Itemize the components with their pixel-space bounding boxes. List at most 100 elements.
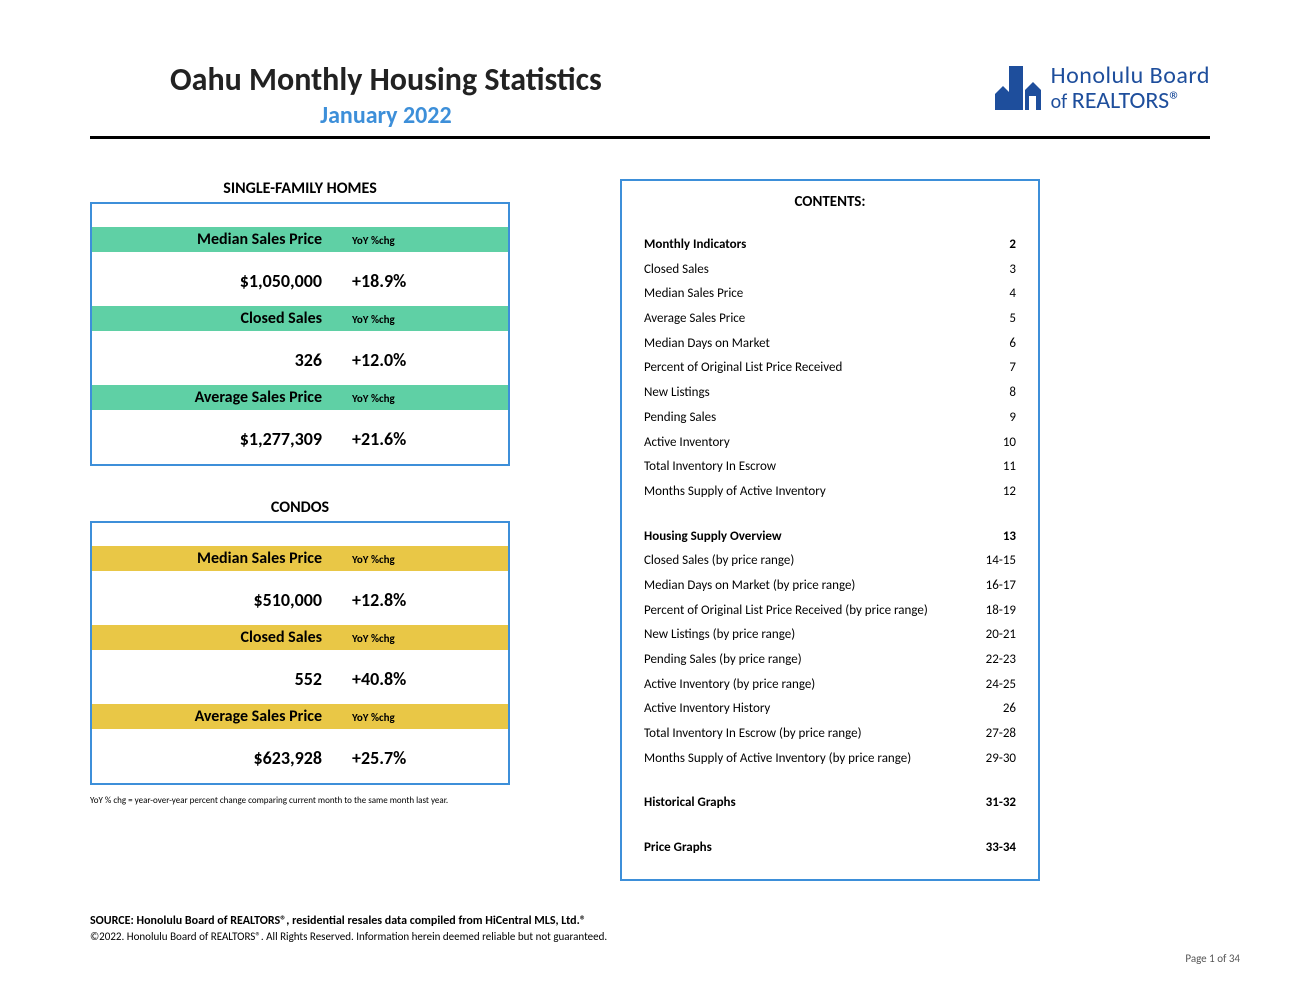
contents-item-page: 7	[1009, 356, 1016, 381]
contents-gap	[644, 505, 1016, 525]
contents-item-page: 20-21	[986, 623, 1016, 648]
contents-item: Median Days on Market (by price range) 16…	[644, 574, 1016, 599]
contents-item: Price Graphs 33-34	[644, 836, 1016, 861]
stat-value: $623,928	[92, 747, 352, 769]
stat-change: +12.0%	[352, 349, 406, 371]
stat-change: +18.9%	[352, 270, 406, 292]
contents-item: Percent of Original List Price Received …	[644, 599, 1016, 624]
stat-label: Median Sales Price	[92, 230, 352, 249]
stat-yoy-label: YoY %chg	[352, 392, 395, 405]
logo-text-top: Honolulu Board	[1051, 63, 1210, 88]
title-block: Oahu Monthly Housing Statistics January …	[90, 60, 602, 130]
contents-item-page: 3	[1009, 258, 1016, 283]
contents-gap	[644, 771, 1016, 791]
contents-item: Total Inventory In Escrow (by price rang…	[644, 722, 1016, 747]
contents-item-label: Median Days on Market (by price range)	[644, 574, 855, 599]
contents-item-label: Closed Sales (by price range)	[644, 549, 794, 574]
stat-label: Average Sales Price	[92, 707, 352, 726]
contents-item-label: Pending Sales (by price range)	[644, 648, 802, 673]
contents-item-label: Pending Sales	[644, 406, 716, 431]
contents-item-page: 5	[1009, 307, 1016, 332]
logo-text-bottom: of REALTORS®	[1051, 88, 1210, 113]
stat-header: Closed SalesYoY %chg	[92, 306, 508, 331]
contents-item: New Listings8	[644, 381, 1016, 406]
contents-item: Active Inventory (by price range)24-25	[644, 673, 1016, 698]
logo: Honolulu Board of REALTORS®	[985, 60, 1210, 116]
stat-change: +40.8%	[352, 668, 406, 690]
contents-column: CONTENTS: Monthly Indicators2Closed Sale…	[620, 179, 1040, 881]
contents-title: CONTENTS:	[644, 193, 1016, 211]
contents-item-label: Months Supply of Active Inventory (by pr…	[644, 747, 911, 772]
contents-item-page: 11	[1003, 455, 1016, 480]
contents-item: Total Inventory In Escrow11	[644, 455, 1016, 480]
contents-item: Housing Supply Overview 13	[644, 525, 1016, 550]
contents-gap	[644, 816, 1016, 836]
contents-item: Median Days on Market6	[644, 332, 1016, 357]
stat-yoy-label: YoY %chg	[352, 711, 395, 724]
contents-item-label: New Listings (by price range)	[644, 623, 795, 648]
stat-header: Median Sales PriceYoY %chg	[92, 546, 508, 571]
contents-item-page: 13	[1003, 525, 1016, 550]
contents-item-label: Average Sales Price	[644, 307, 745, 332]
contents-item-label: Months Supply of Active Inventory	[644, 480, 826, 505]
contents-item-label: Historical Graphs	[644, 791, 736, 816]
contents-item-label: Percent of Original List Price Received	[644, 356, 842, 381]
contents-item: Closed Sales (by price range) 14-15	[644, 549, 1016, 574]
contents-item-page: 14-15	[986, 549, 1016, 574]
contents-item-label: Price Graphs	[644, 836, 712, 861]
yoy-footnote: YoY % chg = year-over-year percent chang…	[90, 795, 510, 806]
stat-label: Closed Sales	[92, 628, 352, 647]
stat-change: +25.7%	[352, 747, 406, 769]
stat-values-row: $1,050,000+18.9%	[92, 252, 508, 306]
contents-item: Active Inventory 10	[644, 431, 1016, 456]
stat-header: Average Sales PriceYoY %chg	[92, 704, 508, 729]
contents-item-page: 8	[1009, 381, 1016, 406]
stat-values-row: 326+12.0%	[92, 331, 508, 385]
contents-item-page: 27-28	[986, 722, 1016, 747]
contents-item-label: Monthly Indicators	[644, 233, 746, 258]
stat-values-row: $1,277,309+21.6%	[92, 410, 508, 464]
contents-item-label: Median Sales Price	[644, 282, 743, 307]
contents-item: Historical Graphs31-32	[644, 791, 1016, 816]
contents-item-label: Housing Supply Overview	[644, 525, 782, 550]
org-logo-icon	[985, 60, 1041, 116]
contents-item-page: 29-30	[986, 747, 1016, 772]
source-line1: SOURCE: Honolulu Board of REALTORS®, res…	[90, 914, 607, 928]
stat-yoy-label: YoY %chg	[352, 632, 395, 645]
stats-column: SINGLE-FAMILY HOMES Median Sales PriceYo…	[90, 179, 510, 806]
contents-item-label: Active Inventory	[644, 431, 730, 456]
contents-item-label: Active Inventory History	[644, 697, 770, 722]
contents-item: Months Supply of Active Inventory 12	[644, 480, 1016, 505]
subtitle: January 2022	[170, 101, 602, 130]
page-number: Page 1 of 34	[1185, 952, 1240, 965]
contents-list: Monthly Indicators2Closed Sales3Median S…	[644, 233, 1016, 861]
stat-yoy-label: YoY %chg	[352, 553, 395, 566]
main-title: Oahu Monthly Housing Statistics	[170, 60, 602, 99]
contents-item: Pending Sales (by price range) 22-23	[644, 648, 1016, 673]
contents-item: Months Supply of Active Inventory (by pr…	[644, 747, 1016, 772]
contents-item-page: 16-17	[986, 574, 1016, 599]
stat-value: 552	[92, 668, 352, 690]
contents-item-page: 4	[1009, 282, 1016, 307]
contents-item-page: 22-23	[986, 648, 1016, 673]
contents-item: Average Sales Price 5	[644, 307, 1016, 332]
stat-value: 326	[92, 349, 352, 371]
contents-item-page: 33-34	[986, 836, 1016, 861]
contents-item: Pending Sales 9	[644, 406, 1016, 431]
stat-header: Average Sales PriceYoY %chg	[92, 385, 508, 410]
contents-item-page: 18-19	[986, 599, 1016, 624]
contents-item: Active Inventory History26	[644, 697, 1016, 722]
contents-item: Percent of Original List Price Received 7	[644, 356, 1016, 381]
stat-value: $1,277,309	[92, 428, 352, 450]
contents-item-page: 9	[1009, 406, 1016, 431]
stat-value: $1,050,000	[92, 270, 352, 292]
contents-box: CONTENTS: Monthly Indicators2Closed Sale…	[620, 179, 1040, 881]
stat-value: $510,000	[92, 589, 352, 611]
contents-item-page: 12	[1003, 480, 1016, 505]
contents-item-page: 10	[1003, 431, 1016, 456]
stat-values-row: $510,000+12.8%	[92, 571, 508, 625]
contents-item: Median Sales Price 4	[644, 282, 1016, 307]
contents-item-label: Closed Sales	[644, 258, 709, 283]
contents-item: Monthly Indicators2	[644, 233, 1016, 258]
contents-item-label: Percent of Original List Price Received …	[644, 599, 928, 624]
